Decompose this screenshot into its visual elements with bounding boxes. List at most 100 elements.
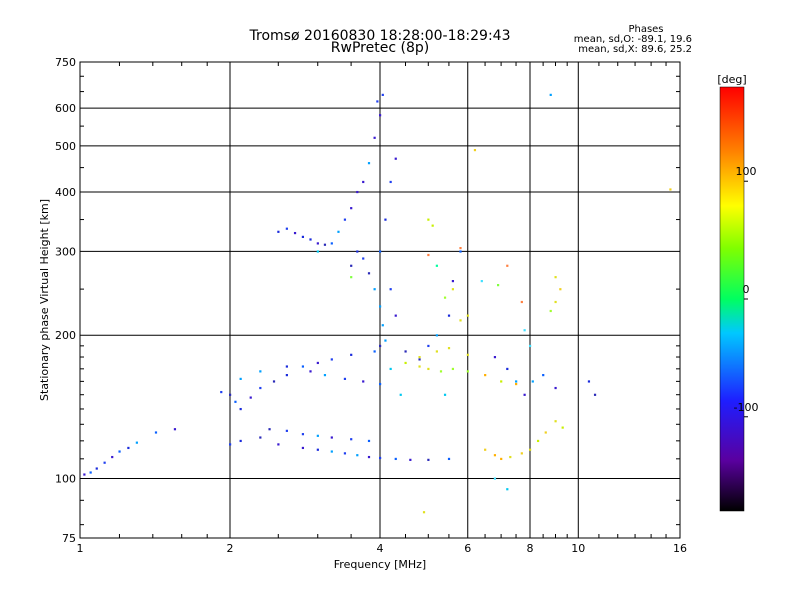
y-axis-label: Stationary phase Virtual Height [km] [38,199,51,401]
y-tick-label: 75 [62,532,76,545]
x-tick-label: 16 [673,542,687,555]
data-point [459,319,462,322]
data-point [466,353,469,356]
data-point [509,455,512,459]
x-tick-label: 1 [77,542,84,555]
data-point [301,446,305,450]
data-point [506,367,509,371]
data-point [427,344,430,348]
data-point [389,180,392,184]
data-point [593,393,597,396]
data-point [367,272,371,275]
data-point [536,439,540,443]
data-point [381,93,384,96]
data-point [309,370,312,373]
x-tick-label: 8 [527,542,534,555]
data-point [367,455,371,459]
data-point [506,264,509,267]
data-point [330,450,333,453]
data-point [111,455,114,459]
y-tick-label: 750 [55,56,76,69]
data-point [259,386,262,390]
data-point [309,238,312,241]
data-point [356,250,359,253]
data-point [520,452,523,455]
data-point [529,344,532,348]
data-point [443,393,447,396]
data-point [330,436,333,439]
data-point [531,380,534,383]
data-point [316,361,319,365]
data-point [447,347,451,350]
data-point [316,434,319,437]
data-point [399,393,402,396]
data-point [515,380,518,383]
data-point [316,242,319,245]
y-tick-label: 100 [55,473,76,486]
data-point [435,334,438,337]
y-tick-label: 600 [55,102,76,115]
x-tick-label: 2 [227,542,234,555]
data-point [379,456,382,460]
data-point [373,350,376,353]
data-point [83,473,86,476]
data-point [379,250,382,253]
data-point [301,433,305,436]
data-point [435,350,438,353]
colorbar-label: [deg] [717,73,746,86]
data-point [439,370,443,373]
colorbar-tick-label: 100 [736,165,757,178]
data-point [239,439,242,443]
data-point [330,242,333,245]
data-point [285,429,288,432]
data-point [356,454,359,457]
data-point [473,148,477,152]
data-point [323,374,327,377]
data-point [549,93,552,96]
data-point [239,407,242,411]
data-point [500,457,503,461]
data-point [220,390,223,394]
data-point [549,309,552,313]
data-point [435,264,438,267]
data-point [127,446,130,450]
data-point [480,280,483,283]
data-point [544,431,547,434]
data-point [229,443,232,446]
data-point [523,329,526,332]
data-point [229,393,232,396]
data-point [418,356,421,359]
data-point [373,288,376,291]
data-point [259,436,262,439]
data-point [447,457,451,461]
data-point [381,324,384,327]
data-point [362,180,365,184]
data-point [459,247,462,250]
data-point [554,276,557,279]
data-point [500,380,503,383]
data-point [466,370,469,373]
data-point [561,426,564,429]
data-point [554,300,557,304]
data-point [343,218,347,221]
x-tick-label: 6 [464,542,471,555]
data-point [431,224,434,227]
data-point [506,488,509,491]
plot-frame [79,61,681,539]
data-point [554,420,557,423]
data-point [249,396,252,399]
x-tick-label: 10 [571,542,585,555]
data-point [379,344,382,348]
data-point [493,477,497,480]
data-point [337,230,340,233]
data-point [669,188,672,191]
data-point [103,461,106,464]
data-point [443,296,447,299]
data-point [154,431,158,434]
axes: 1 2 4 6 8 10 16 75 100 200 300 400 500 600 750 Frequenc… [38,56,687,571]
chart-title: Tromsø 20160830 18:28:00-18:29:43 [249,28,511,44]
data-point [384,339,387,342]
phase-stats-x-mode: mean, sd,X: 89.6, 25.2 [578,44,692,55]
data-point [389,367,392,371]
